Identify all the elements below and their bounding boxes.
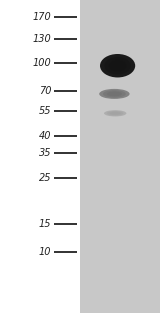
Text: 55: 55 xyxy=(39,106,51,116)
Ellipse shape xyxy=(99,89,130,99)
Text: 10: 10 xyxy=(39,247,51,257)
Text: 25: 25 xyxy=(39,173,51,183)
Ellipse shape xyxy=(109,60,126,72)
Text: 40: 40 xyxy=(39,131,51,141)
Bar xyxy=(80,0,160,313)
Text: 35: 35 xyxy=(39,148,51,158)
Text: 15: 15 xyxy=(39,219,51,229)
Ellipse shape xyxy=(110,112,121,115)
Text: 70: 70 xyxy=(39,86,51,96)
Text: 130: 130 xyxy=(32,34,51,44)
Bar xyxy=(0,0,80,313)
Ellipse shape xyxy=(107,111,124,115)
Ellipse shape xyxy=(103,90,126,98)
Ellipse shape xyxy=(104,57,131,74)
Ellipse shape xyxy=(107,91,122,96)
Text: 170: 170 xyxy=(32,12,51,22)
Ellipse shape xyxy=(104,110,126,116)
Text: 100: 100 xyxy=(32,58,51,68)
Ellipse shape xyxy=(100,54,135,78)
